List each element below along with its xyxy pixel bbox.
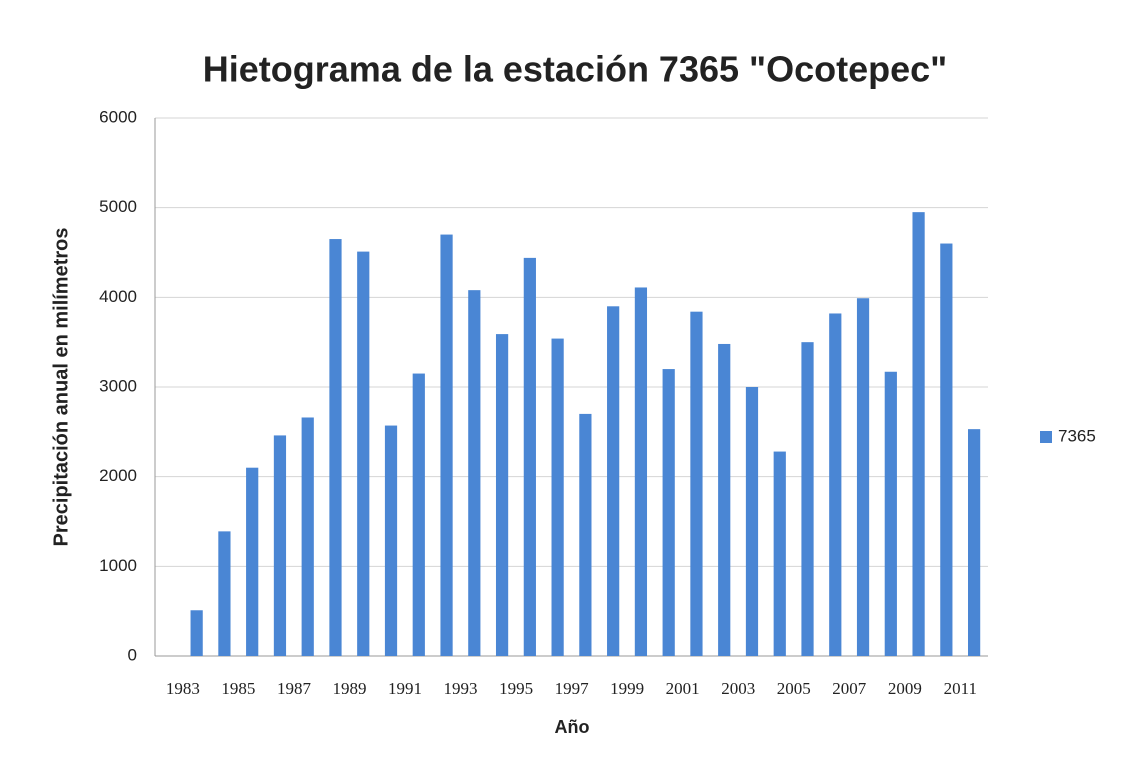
y-tick-label: 0 (128, 645, 137, 664)
bar (412, 373, 425, 656)
bar (690, 311, 703, 656)
bar (218, 531, 231, 656)
x-tick-label: 1989 (332, 679, 366, 698)
chart-title: Hietograma de la estación 7365 "Ocotepec… (203, 49, 947, 90)
bar (246, 467, 259, 656)
x-tick-label: 1985 (221, 679, 255, 698)
bar (745, 387, 759, 656)
x-tick-label: 2005 (777, 679, 811, 698)
bar (912, 212, 925, 656)
bar (468, 290, 481, 656)
bar (329, 239, 342, 657)
x-tick-label: 1999 (610, 679, 644, 698)
bar (884, 371, 897, 656)
bar (801, 342, 814, 656)
x-tick-label: 2001 (666, 679, 700, 698)
x-tick-label: 2007 (832, 679, 867, 698)
bar (718, 343, 731, 656)
y-tick-label: 4000 (99, 287, 137, 306)
x-tick-label: 2003 (721, 679, 755, 698)
bar (968, 429, 981, 656)
x-axis-title: Año (555, 717, 590, 737)
y-axis-title: Precipitación anual en milímetros (50, 228, 72, 547)
bar (523, 257, 536, 656)
y-tick-label: 6000 (99, 107, 137, 126)
bar (190, 610, 203, 656)
bar (440, 234, 453, 657)
y-tick-label: 2000 (99, 466, 137, 485)
x-tick-label: 1987 (277, 679, 312, 698)
bar (856, 298, 870, 656)
bar (662, 369, 675, 656)
bar (634, 287, 648, 656)
bar (829, 313, 842, 656)
bar (940, 243, 953, 657)
bar (773, 451, 786, 656)
bar (579, 413, 592, 656)
bar (607, 306, 620, 656)
bar (301, 417, 314, 656)
x-tick-label: 2009 (888, 679, 922, 698)
bar (384, 425, 398, 656)
x-tick-label: 2011 (944, 679, 977, 698)
legend-swatch (1040, 431, 1052, 443)
x-tick-label: 1995 (499, 679, 533, 698)
x-tick-label: 1983 (166, 679, 200, 698)
bar (357, 251, 370, 656)
bar (273, 435, 287, 656)
x-tick-label: 1991 (388, 679, 422, 698)
legend-label: 7365 (1058, 426, 1096, 445)
x-tick-label: 1993 (444, 679, 478, 698)
x-tick-label: 1997 (555, 679, 590, 698)
bar (551, 338, 564, 656)
y-tick-label: 1000 (99, 556, 137, 575)
bar (495, 334, 509, 656)
y-tick-label: 3000 (99, 376, 137, 395)
y-tick-label: 5000 (99, 197, 137, 216)
